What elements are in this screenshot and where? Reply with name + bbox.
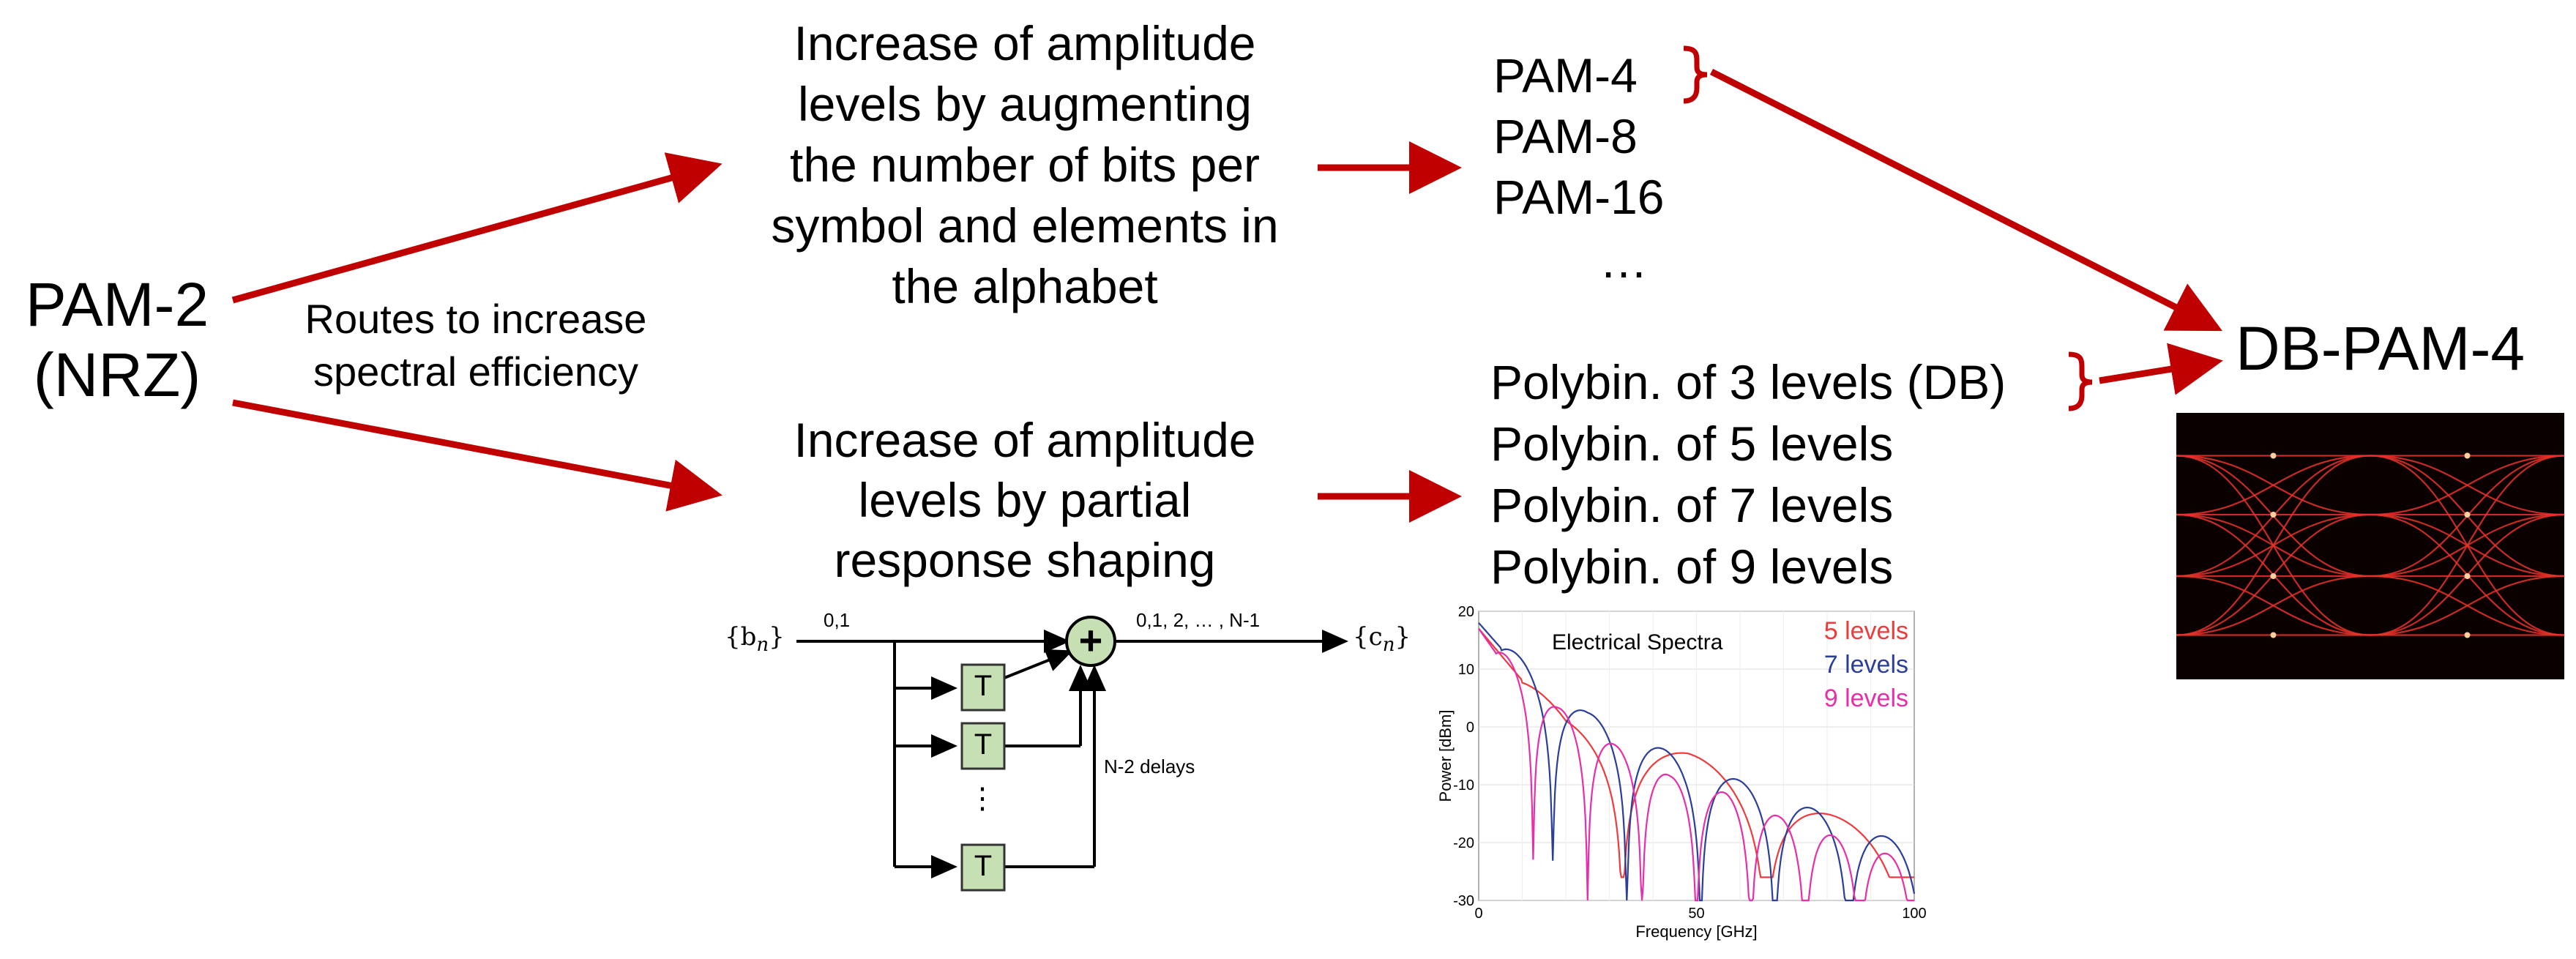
upper-route-line: the number of bits per [789,138,1261,192]
x-tick-label: 50 [1688,906,1704,922]
eye-crossing [2270,573,2277,579]
y-tick-label: -30 [1453,893,1474,909]
y-tick-label: -10 [1453,777,1474,794]
chart-title: Electrical Spectra [1552,630,1723,654]
y-tick-label: 10 [1458,662,1474,678]
pam-item: PAM-4 [1493,48,1638,102]
delay-box-1 [960,663,1006,712]
routes-label: Routes to increase spectral efficiency [278,293,673,398]
bd-delays-note: N-2 delays [1104,755,1195,777]
partial-response-block-diagram [796,616,1348,892]
pam-item: PAM-16 [1493,170,1665,224]
upper-route-line: symbol and elements in [771,198,1279,253]
brace-db [2068,351,2093,411]
arrow-pam2-to-lower [232,399,723,512]
eye-diagram [2156,410,2573,703]
series-line-1 [1478,622,1916,902]
bd-output-values: 0,1, 2, … , N-1 [1136,609,1261,631]
source-line2: (NRZ) [33,340,201,409]
polybin-item: Polybin. of 3 levels (DB) [1490,355,2006,409]
bd-vdots: ⋮ [968,783,997,815]
eye-trace [2370,455,2565,636]
polybin-item: Polybin. of 9 levels [1490,540,1894,594]
lower-route-line: Increase of amplitude [794,413,1256,467]
routes-label-line2: spectral efficiency [313,348,639,395]
bd-input-label: {bn} [725,622,785,656]
legend-entry-0: 5 levels [1824,617,1908,645]
eye-trace [2370,575,2565,636]
eye-trace [2176,575,2371,636]
eye-crossing [2270,512,2277,518]
pam-list: PAM-4 PAM-8 PAM-16 [1493,45,1665,228]
spectrum-chart: 20 10 0 -10 -20 -30 0 50 100 Frequency [GHz] Power… [1435,604,1962,955]
eye-crossing [2464,573,2471,579]
y-tick-label: 0 [1466,720,1474,736]
arrow-pam2-to-upper [231,152,723,304]
polybin-item: Polybin. of 7 levels [1490,478,1894,532]
lower-route-text: Increase of amplitude levels by partial … [739,410,1310,590]
x-tick-label: 100 [1902,906,1926,922]
polybin-list: Polybin. of 3 levels (DB) Polybin. of 5 … [1490,351,2006,597]
arrow-db-to-dbpam4 [2099,343,2223,395]
upper-route-line: the alphabet [892,259,1158,313]
series-line-2 [1478,628,1914,902]
target-label: DB-PAM-4 [2236,314,2525,383]
eye-trace [2176,455,2371,636]
summer-circle [1065,616,1116,667]
eye-trace [2370,455,2565,516]
delay-label-2: T [974,728,993,761]
arrow-pam4-to-dbpam4 [1709,68,2223,332]
delay-label-1: T [974,670,993,702]
legend-entry-2: 9 levels [1824,684,1908,712]
upper-route-line: Increase of amplitude [794,16,1256,70]
lower-route-line: response shaping [834,533,1216,587]
summer-plus: + [1078,617,1103,663]
eye-crossing [2464,512,2471,518]
delay-box-2 [960,722,1006,770]
eye-background [2176,413,2564,679]
y-tick-label: 20 [1458,604,1474,620]
legend-entry-1: 7 levels [1824,651,1908,679]
x-tick-label: 0 [1474,906,1482,922]
x-axis-label: Frequency [GHz] [1635,922,1757,941]
bd-input-values: 0,1 [824,609,851,631]
upper-route-text: Increase of amplitude levels by augmenti… [739,13,1310,317]
eye-crossing [2464,452,2471,459]
brace-pam4 [1683,45,1708,104]
polybin-item: Polybin. of 5 levels [1490,417,1894,471]
eye-crossing [2270,632,2277,638]
delay-box-3 [960,843,1006,892]
lower-route-line: levels by partial [858,473,1192,527]
series-line-0 [1478,627,1914,878]
eye-trace [2176,455,2371,516]
pam-item: PAM-8 [1493,109,1638,163]
eye-diagram-svg [2156,410,2573,703]
y-tick-label: -20 [1453,835,1474,851]
eye-crossing [2464,632,2471,638]
bd-output-label: {cn} [1353,622,1411,656]
delay-label-3: T [974,850,993,882]
pam-list-ellipsis: … [1599,234,1648,288]
eye-crossing [2270,452,2277,459]
source-line1: PAM-2 [25,270,209,339]
source-label: PAM-2 (NRZ) [7,269,227,410]
y-axis-label: Power [dBm] [1436,710,1455,802]
routes-label-line1: Routes to increase [305,296,647,342]
upper-route-line: levels by augmenting [797,77,1252,131]
